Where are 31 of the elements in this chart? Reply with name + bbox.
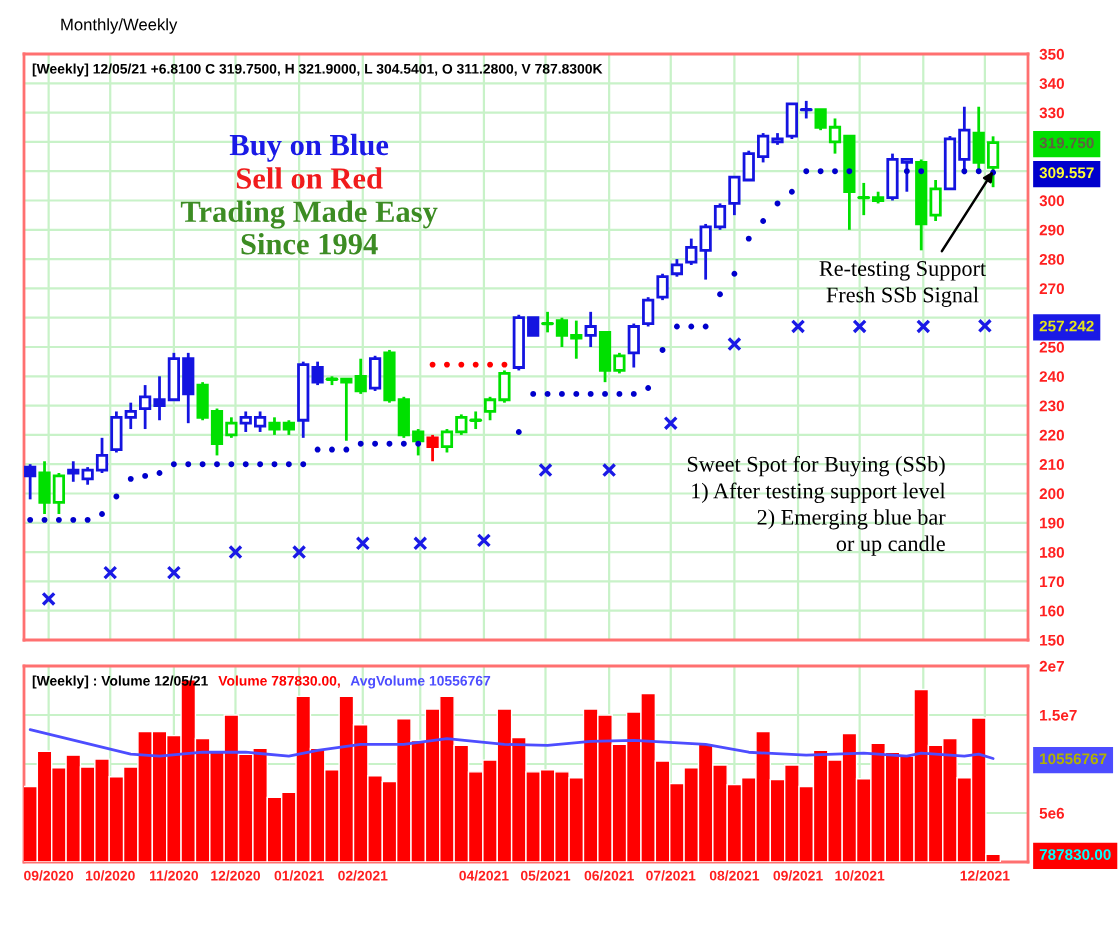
- point: [977, 318, 993, 334]
- point: [916, 319, 931, 334]
- point: [166, 565, 182, 580]
- point: [103, 565, 118, 580]
- point: [663, 415, 678, 431]
- chart-title: Monthly/Weekly: [61, 18, 178, 34]
- point: [790, 319, 806, 334]
- point: [291, 544, 307, 560]
- candlestick: [642, 295, 655, 328]
- annotation: Trading Made Easy: [180, 200, 438, 229]
- candlestick: [627, 322, 640, 369]
- candlestick: [426, 433, 439, 463]
- point: [41, 591, 56, 607]
- candlestick: [24, 462, 37, 501]
- annotation: Since 1994: [241, 232, 378, 255]
- candlestick: [584, 310, 597, 349]
- point: [413, 536, 428, 551]
- annotation: Re-testing Support Fresh SSb Signal: [819, 261, 987, 307]
- candlestick: [656, 272, 669, 302]
- point: [601, 462, 617, 478]
- point: [476, 533, 492, 548]
- point: [538, 462, 553, 478]
- line-series: [28, 728, 995, 760]
- candlestick: [368, 354, 382, 393]
- point: [355, 536, 370, 551]
- annotation: Sell on Red: [236, 167, 383, 189]
- point: [727, 336, 742, 352]
- annotation: Sweet Spot for Buying (SSb) 1) After testing support level 2) Emerging blue bar or up candle: [687, 455, 946, 556]
- point: [228, 544, 243, 560]
- annotation: Buy on Blue: [229, 133, 389, 162]
- point: [852, 319, 867, 334]
